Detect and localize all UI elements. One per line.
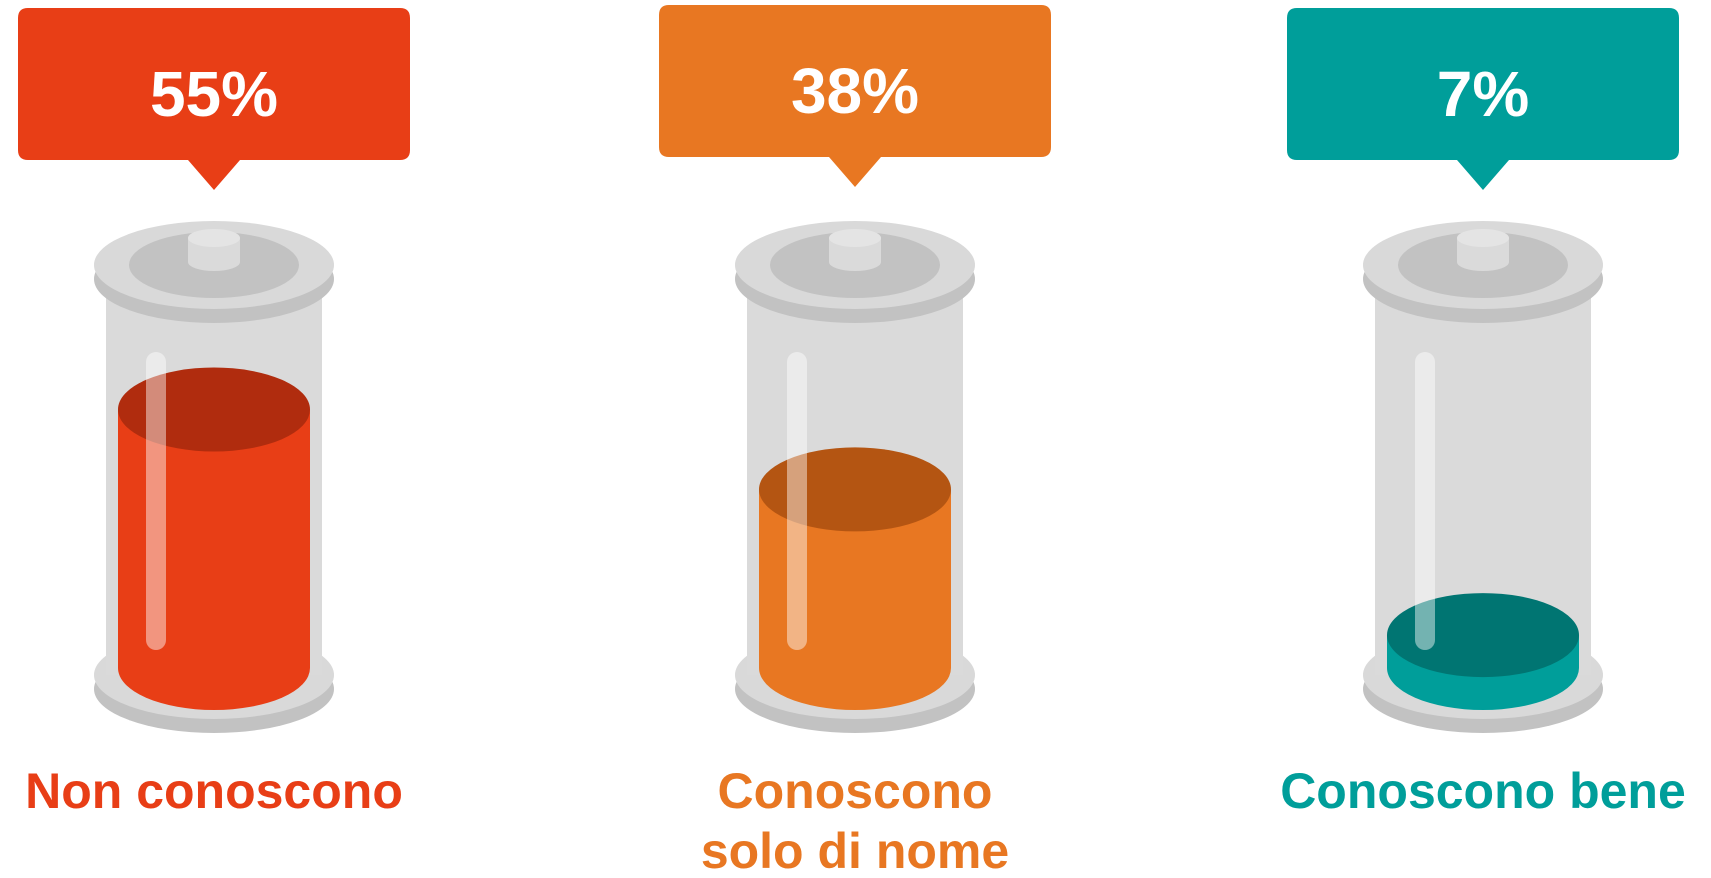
callout-box xyxy=(659,5,1051,187)
battery-group: 55% Non conoscono xyxy=(18,8,410,819)
category-label-line: Conoscono xyxy=(718,763,993,819)
category-label-line: solo di nome xyxy=(701,823,1009,878)
category-label: Conoscono solo di nome xyxy=(701,763,1009,878)
battery-terminal-top xyxy=(188,229,240,247)
glass-highlight xyxy=(146,352,166,650)
callout-box xyxy=(18,8,410,190)
liquid-surface xyxy=(1387,593,1579,678)
category-label: Conoscono bene xyxy=(1280,763,1686,819)
category-label-line: Conoscono bene xyxy=(1280,763,1686,819)
glass-highlight xyxy=(1415,352,1435,650)
battery-group: 7% Conoscono bene xyxy=(1280,8,1686,819)
value-label: 38% xyxy=(791,55,919,127)
liquid-surface xyxy=(759,447,951,532)
category-label: Non conoscono xyxy=(25,763,403,819)
category-label-line: Non conoscono xyxy=(25,763,403,819)
glass-highlight xyxy=(787,352,807,650)
battery-terminal-top xyxy=(1457,229,1509,247)
battery-terminal-bottom xyxy=(829,253,881,271)
callout-box xyxy=(1287,8,1679,190)
battery-terminal-bottom xyxy=(188,253,240,271)
battery-terminal-top xyxy=(829,229,881,247)
battery-group: 38% Conoscono solo di nome xyxy=(659,5,1051,878)
liquid-fill xyxy=(118,409,310,668)
value-label: 55% xyxy=(150,58,278,130)
battery-terminal-bottom xyxy=(1457,253,1509,271)
value-label: 7% xyxy=(1437,58,1530,130)
liquid-surface xyxy=(118,367,310,452)
